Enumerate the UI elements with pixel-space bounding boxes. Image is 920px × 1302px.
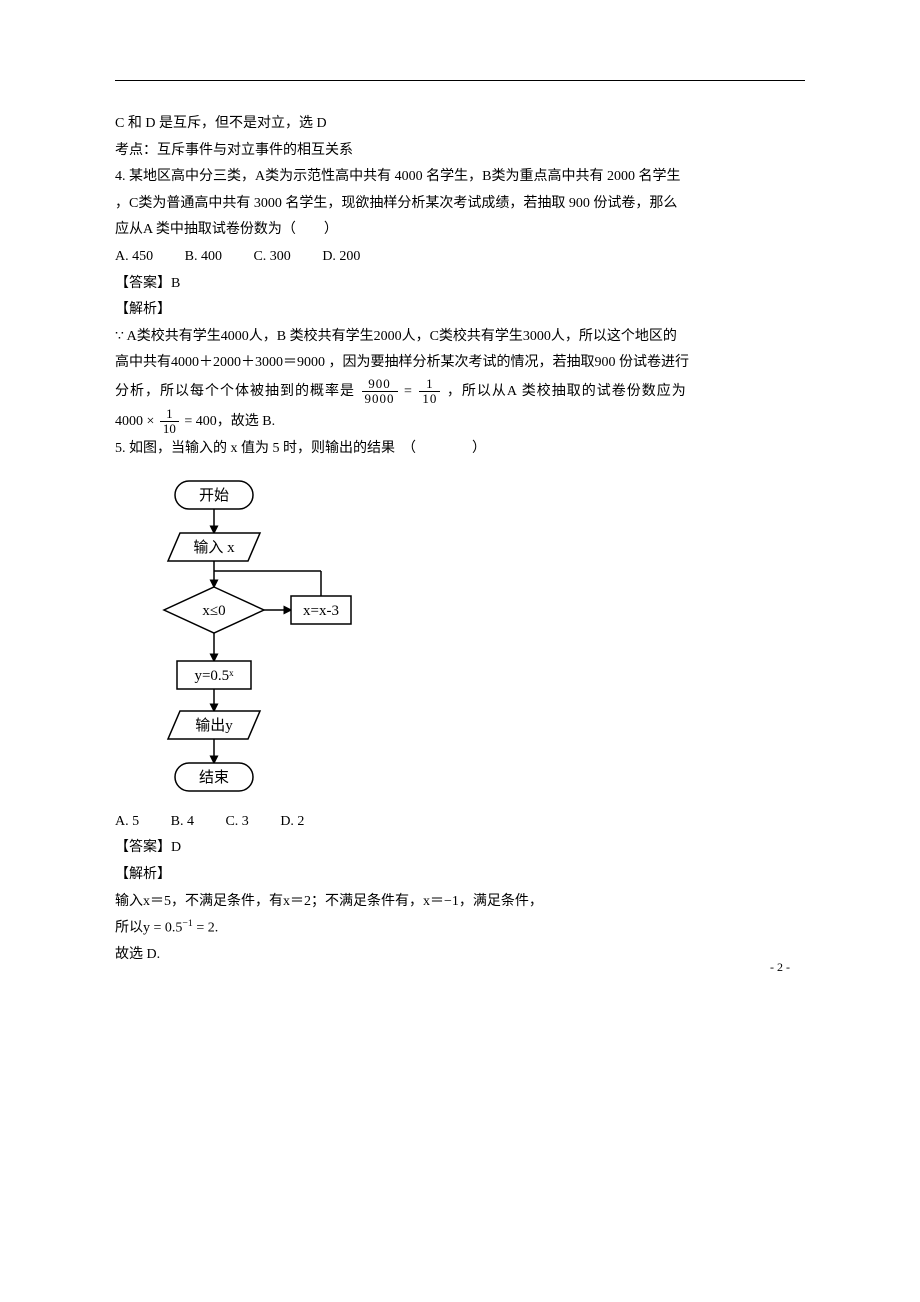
question-4-line: ，C类为普通高中共有 3000 名学生，现欲抽样分析某次考试成绩，若抽取 900… bbox=[115, 191, 805, 218]
text-fragment: ，所以从A 类校抽取的试卷份数应为 bbox=[447, 384, 687, 399]
text-line: 考点：互斥事件与对立事件的相互关系 bbox=[115, 138, 805, 165]
explanation-line: 分析，所以每个个体被抽到的概率是 900 9000 = 1 10 ，所以从A 类… bbox=[115, 377, 805, 407]
question-4-line: 应从A 类中抽取试卷份数为（ ） bbox=[115, 217, 805, 244]
svg-text:x=x-3: x=x-3 bbox=[303, 603, 339, 619]
text-fragment: = 2. bbox=[193, 921, 218, 936]
superscript: −1 bbox=[182, 918, 192, 929]
explanation-line: 输入x＝5，不满足条件，有x＝2；不满足条件有，x＝−1，满足条件， bbox=[115, 889, 805, 916]
option-d: D. 200 bbox=[322, 244, 360, 271]
fraction: 1 10 bbox=[160, 407, 179, 437]
answer-label: 【答案】D bbox=[115, 835, 805, 862]
option-c: C. 3 bbox=[225, 809, 248, 836]
explanation-label: 【解析】 bbox=[115, 862, 805, 889]
option-d: D. 2 bbox=[280, 809, 304, 836]
denominator: 10 bbox=[160, 422, 179, 436]
denominator: 10 bbox=[419, 392, 440, 406]
text-fragment: 4000 × bbox=[115, 414, 158, 429]
explanation-line: 所以y = 0.5−1 = 2. bbox=[115, 915, 805, 942]
svg-text:x≤0: x≤0 bbox=[202, 603, 225, 619]
question-4-options: A. 450 B. 400 C. 300 D. 200 bbox=[115, 244, 805, 271]
svg-text:结束: 结束 bbox=[199, 769, 229, 786]
numerator: 1 bbox=[160, 407, 179, 422]
svg-text:输出y: 输出y bbox=[195, 717, 233, 734]
question-4-line: 4. 某地区高中分三类，A类为示范性高中共有 4000 名学生，B类为重点高中共… bbox=[115, 164, 805, 191]
text-fragment: 所以y = 0.5 bbox=[115, 921, 182, 936]
svg-text:开始: 开始 bbox=[199, 487, 229, 504]
page-number: - 2 - bbox=[770, 956, 790, 979]
explanation-line: 高中共有4000＋2000＋3000＝9000 ，因为要抽样分析某次考试的情况，… bbox=[115, 350, 805, 377]
flowchart: 开始输入 x x≤0 x=x-3 y=0.5ˣ 输出y 结束 bbox=[115, 471, 805, 801]
explanation-label: 【解析】 bbox=[115, 297, 805, 324]
option-a: A. 5 bbox=[115, 809, 139, 836]
explanation-line: ∵ A类校共有学生4000人，B 类校共有学生2000人，C类校共有学生3000… bbox=[115, 324, 805, 351]
numerator: 1 bbox=[419, 377, 440, 392]
denominator: 9000 bbox=[362, 392, 398, 406]
svg-text:输入 x: 输入 x bbox=[193, 539, 235, 556]
question-5-options: A. 5 B. 4 C. 3 D. 2 bbox=[115, 809, 805, 836]
top-rule bbox=[115, 80, 805, 81]
option-b: B. 4 bbox=[171, 809, 194, 836]
text-fragment: = 400，故选 B. bbox=[184, 414, 275, 429]
svg-text:y=0.5ˣ: y=0.5ˣ bbox=[194, 668, 234, 684]
numerator: 900 bbox=[362, 377, 398, 392]
text-line: C 和 D 是互斥，但不是对立，选 D bbox=[115, 111, 805, 138]
question-5-stem: 5. 如图，当输入的 x 值为 5 时，则输出的结果 （ ） bbox=[115, 436, 805, 463]
fraction: 900 9000 bbox=[362, 377, 398, 407]
fraction: 1 10 bbox=[419, 377, 440, 407]
page: C 和 D 是互斥，但不是对立，选 D 考点：互斥事件与对立事件的相互关系 4.… bbox=[0, 0, 920, 1009]
answer-label: 【答案】B bbox=[115, 271, 805, 298]
option-b: B. 400 bbox=[185, 244, 222, 271]
explanation-line: 4000 × 1 10 = 400，故选 B. bbox=[115, 407, 805, 437]
explanation-line: 故选 D. bbox=[115, 942, 805, 969]
flowchart-svg: 开始输入 x x≤0 x=x-3 y=0.5ˣ 输出y 结束 bbox=[115, 471, 375, 801]
option-c: C. 300 bbox=[253, 244, 290, 271]
option-a: A. 450 bbox=[115, 244, 153, 271]
text-fragment: 分析，所以每个个体被抽到的概率是 bbox=[115, 384, 355, 399]
